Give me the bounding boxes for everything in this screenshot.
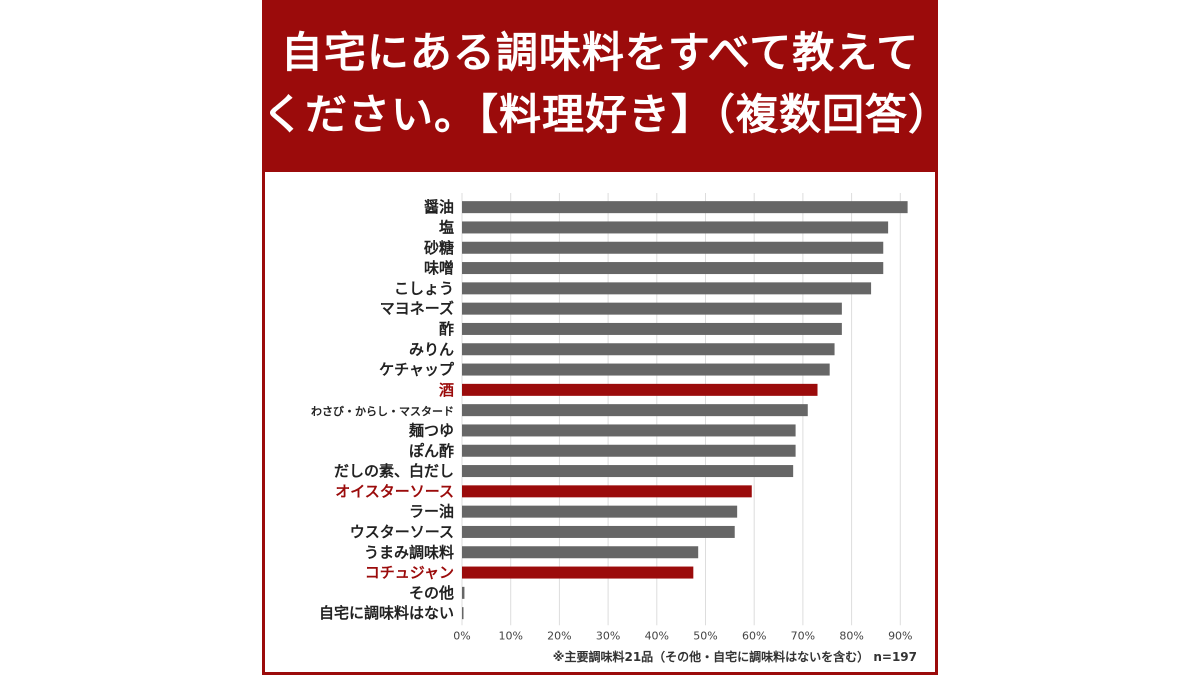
bar xyxy=(462,404,808,417)
bar xyxy=(462,383,818,396)
x-tick-label: 60% xyxy=(742,629,766,642)
bar xyxy=(462,241,884,254)
category-label: ウスターソース xyxy=(350,523,454,541)
bar xyxy=(462,485,752,498)
category-label: コチュジャン xyxy=(365,564,454,582)
bar xyxy=(462,282,872,295)
chart-frame: 自宅にある調味料をすべて教えて ください。【料理好き】（複数回答） 0% 10% 2… xyxy=(262,0,952,675)
x-tick-label: 40% xyxy=(645,629,669,642)
bar xyxy=(462,465,794,478)
bar xyxy=(462,505,738,518)
bar xyxy=(462,546,699,559)
bar xyxy=(462,586,465,599)
category-label: マヨネーズ xyxy=(380,300,454,318)
category-label: 酢 xyxy=(439,320,454,338)
x-tick-label: 0% xyxy=(453,629,470,642)
category-label: 砂糖 xyxy=(424,239,454,257)
bar xyxy=(462,322,842,335)
bar xyxy=(462,363,830,376)
category-label: 味噌 xyxy=(424,259,454,277)
bar xyxy=(462,444,796,457)
x-tick-label: 30% xyxy=(596,629,620,642)
title-line-2: ください。【料理好き】（複数回答） xyxy=(262,90,952,139)
category-label: その他 xyxy=(409,584,454,602)
category-label: こしょう xyxy=(394,279,454,297)
bar xyxy=(462,343,835,356)
category-label: 自宅に調味料はない xyxy=(319,604,454,622)
category-label: 塩 xyxy=(439,218,454,236)
category-label: うまみ調味料 xyxy=(364,543,454,561)
category-label: 酒 xyxy=(439,381,454,399)
x-tick-label: 90% xyxy=(888,629,912,642)
category-label: みりん xyxy=(409,340,454,358)
bar xyxy=(462,424,796,437)
footnote: ※主要調味料21品（その他・自宅に調味料はないを含む） n=197 xyxy=(552,650,917,664)
category-label: オイスターソース xyxy=(335,482,454,500)
bar xyxy=(462,262,884,275)
bar xyxy=(462,566,694,579)
x-tick-label: 70% xyxy=(791,629,815,642)
bar xyxy=(462,221,889,234)
category-label: 醤油 xyxy=(424,198,454,216)
category-label: ぽん酢 xyxy=(409,442,454,460)
category-label: わさび・からし・マスタード xyxy=(311,404,454,418)
bar xyxy=(462,607,464,620)
bar xyxy=(462,525,735,538)
bar-chart: 0% 10% 20% 30% 40% 50% 60% 70% 80% 90% 醤油塩砂糖味噌こしょう… xyxy=(311,193,913,642)
category-label: だしの素、白だし xyxy=(334,462,454,480)
bar xyxy=(462,302,842,315)
category-label: ケチャップ xyxy=(379,361,455,379)
bar xyxy=(462,201,908,214)
category-label: 麺つゆ xyxy=(408,421,454,439)
category-label: ラー油 xyxy=(409,503,454,521)
title-line-1: 自宅にある調味料をすべて教えて xyxy=(280,28,920,77)
chart-panel: 0% 10% 20% 30% 40% 50% 60% 70% 80% 90% 醤油塩砂糖味噌こしょう… xyxy=(265,172,935,672)
x-tick-label: 80% xyxy=(839,629,863,642)
x-tick-label: 50% xyxy=(693,629,717,642)
chart-title: 自宅にある調味料をすべて教えて ください。【料理好き】（複数回答） xyxy=(262,22,952,146)
x-tick-label: 20% xyxy=(547,629,571,642)
x-tick-label: 10% xyxy=(498,629,522,642)
